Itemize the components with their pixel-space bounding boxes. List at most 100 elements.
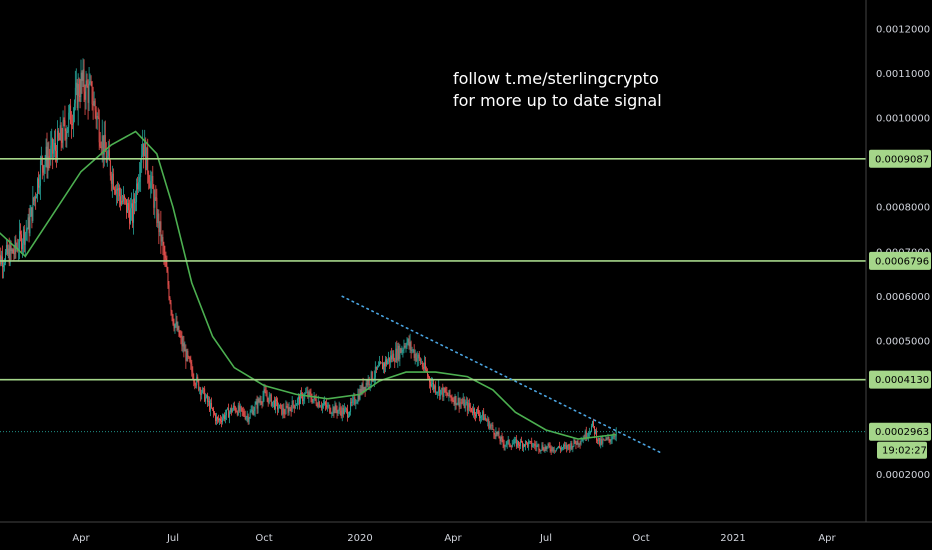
candle-body [474, 408, 475, 415]
candle-body [231, 409, 233, 413]
candle-body [242, 411, 244, 412]
candle-body [399, 348, 401, 359]
time-tick-label: Oct [632, 533, 649, 544]
candle-body [108, 150, 110, 161]
candle-body [554, 450, 556, 452]
candle-body [263, 389, 265, 397]
candle-body [11, 249, 13, 251]
candle-body [584, 431, 586, 440]
candle-body [32, 197, 34, 222]
candle-body [422, 366, 424, 369]
candle-body [222, 415, 224, 419]
candle-body [415, 353, 417, 362]
candle-body [50, 145, 52, 158]
candle-body [222, 418, 223, 423]
candle-body [154, 197, 156, 208]
time-tick-label: Oct [255, 533, 272, 544]
candle-body [347, 409, 348, 418]
candle-body [100, 146, 102, 149]
candle-body [545, 446, 547, 450]
candle-body [403, 345, 405, 350]
candle-body [437, 392, 439, 394]
candle-body [370, 371, 372, 385]
moving-average-line [0, 130, 617, 440]
candle-body [509, 445, 511, 447]
candle-body [272, 400, 274, 402]
candle-body [551, 447, 553, 452]
candle-body [451, 397, 453, 401]
candle-body [503, 443, 505, 447]
candle-body [524, 444, 525, 447]
candle-body [404, 345, 406, 347]
candle-body [135, 201, 137, 204]
candle-body [438, 387, 440, 393]
candle-body [159, 221, 161, 233]
candle-body [365, 383, 367, 391]
candle-body [580, 441, 582, 445]
candle-body [458, 397, 460, 407]
candle-body [481, 415, 483, 417]
candle-body [405, 346, 407, 348]
candle-body [96, 115, 98, 120]
candle-body [453, 400, 455, 405]
candle-body [153, 188, 155, 208]
candle-body [31, 207, 33, 222]
candle-body [464, 403, 466, 408]
candle-body [68, 112, 70, 128]
candle-body [111, 173, 113, 184]
candle-body [444, 387, 446, 393]
candle-body [288, 407, 290, 413]
candle-body [527, 442, 529, 447]
candle-body [316, 404, 318, 407]
candle-body [588, 432, 590, 434]
candle-body [468, 403, 470, 408]
candle-body [330, 412, 332, 414]
candle-body [264, 389, 266, 392]
candle-body [34, 196, 36, 202]
trendline[interactable] [341, 295, 661, 454]
candle-body [73, 103, 75, 112]
candle-body [26, 229, 28, 232]
candle-body [386, 359, 388, 365]
candle-body [163, 245, 165, 256]
level-tag [869, 149, 931, 168]
candle-body [490, 425, 492, 427]
candle-body [321, 404, 323, 408]
candle-body [607, 437, 609, 439]
candle-body [184, 349, 186, 352]
candle-body [291, 400, 293, 412]
time-tick-label: Apr [818, 533, 836, 544]
time-axis[interactable]: Apr Jul Oct 2020 Apr Jul Oct 2021 Apr [72, 533, 836, 544]
candle-body [207, 395, 209, 402]
candle-body [353, 397, 355, 400]
candle-body [326, 404, 328, 408]
candle-body [38, 185, 40, 188]
candle-body [109, 160, 111, 176]
candle-body [378, 362, 380, 367]
candle-body [72, 123, 73, 125]
candle-body [413, 349, 415, 358]
candle-body [93, 101, 95, 106]
candle-body [432, 383, 434, 385]
level-tag-label: 0.0006796 [875, 256, 929, 267]
candle-body [552, 447, 554, 451]
candle-body [462, 399, 464, 404]
candle-body [448, 390, 450, 397]
candle-body [555, 448, 557, 451]
candle-body [124, 195, 125, 199]
candle-body [419, 358, 421, 363]
horizontal-levels[interactable] [0, 158, 866, 381]
candle-body [488, 419, 490, 429]
candle-body [392, 353, 394, 360]
candle-body [147, 147, 149, 175]
candle-body [145, 140, 147, 170]
candle-body [615, 431, 617, 437]
candle-body [508, 439, 510, 446]
candle-body [219, 418, 220, 421]
candle-body [514, 439, 516, 441]
candle-body [328, 405, 330, 406]
candle-body [204, 388, 206, 402]
candle-body [581, 440, 583, 442]
